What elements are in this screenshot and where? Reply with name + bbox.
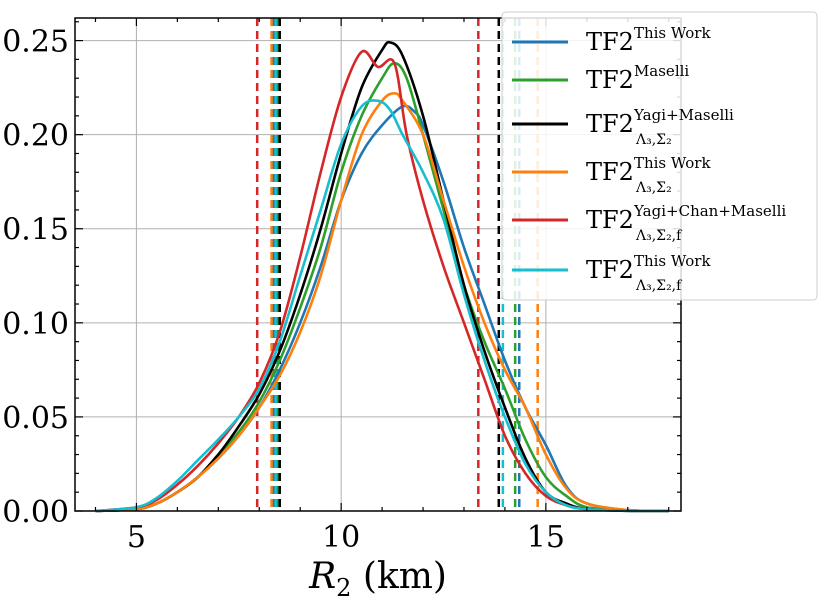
legend-box [501,11,818,301]
legend-label-5: TF2This Work Λ₃,Σ₂,f [586,252,711,294]
series-line-5 [95,99,669,513]
y-tick-label: 0.15 [2,213,69,248]
legend: TF2This Work TF2Maselli TF2Yagi+Maselli Λ₃,… [501,11,818,301]
y-tick-label: 0.20 [2,119,69,154]
legend-label-0: TF2This Work [586,24,711,56]
x-tick-label: 15 [527,520,565,555]
x-axis-label-unit: (km) [351,556,446,597]
x-axis-label-var: R [308,556,336,597]
legend-label-1: TF2Maselli [586,62,689,94]
y-tick-label: 0.05 [2,401,69,436]
legend-label-2: TF2Yagi+Maselli Λ₃,Σ₂ [586,106,734,148]
tick-labels: 5 10 15 0.00 0.05 0.10 0.15 0.20 0.25 [2,25,565,555]
x-tick-label: 10 [322,520,360,555]
x-axis-label-sub: 2 [336,574,351,602]
series-curves [95,40,669,513]
series-line-4 [95,49,669,513]
y-tick-label: 0.25 [2,25,69,60]
y-tick-label: 0.10 [2,307,69,342]
x-tick-label: 5 [127,520,146,555]
y-tick-label: 0.00 [2,495,69,530]
legend-label-4: TF2Yagi+Chan+Maselli Λ₃,Σ₂,f [586,202,786,244]
x-axis-label: R2 (km) [308,556,447,602]
legend-label-3: TF2This Work Λ₃,Σ₂ [586,154,711,196]
